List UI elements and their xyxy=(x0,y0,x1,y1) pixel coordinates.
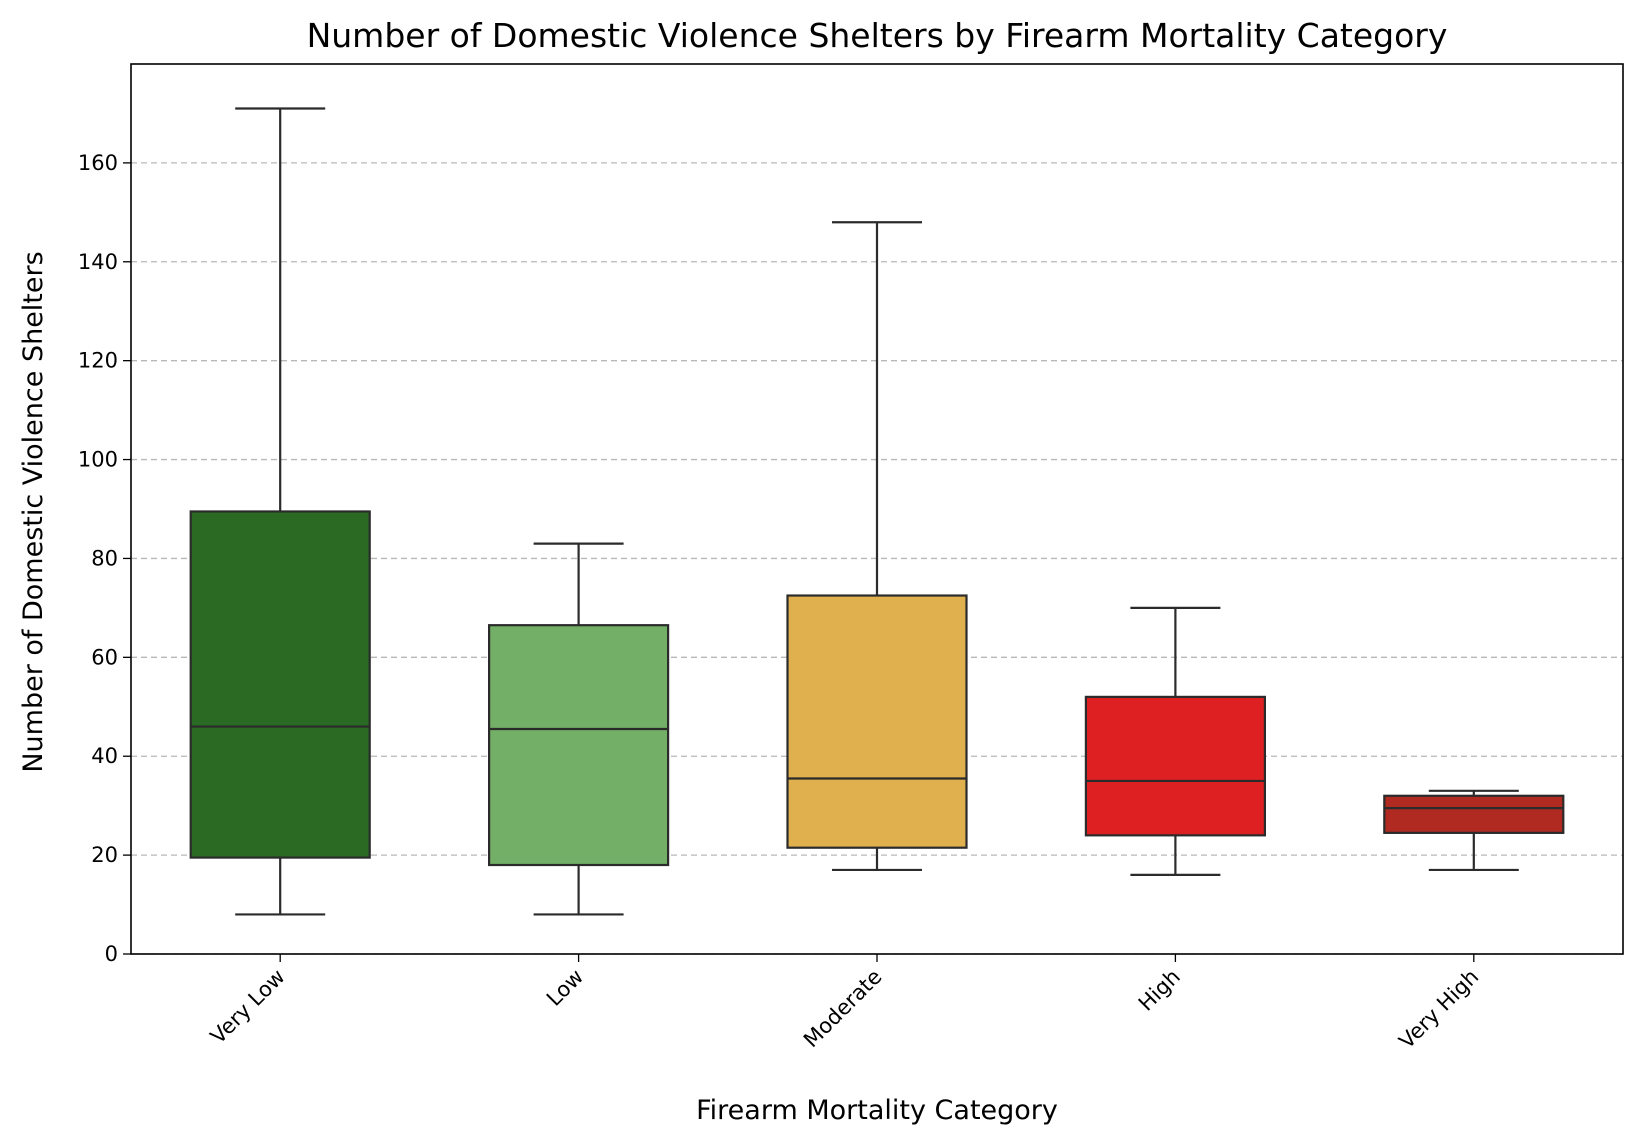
box-very-high xyxy=(1383,789,1565,872)
y-tick-label: 120 xyxy=(78,349,118,373)
iqr-box xyxy=(786,594,968,849)
x-tick-label: Low xyxy=(542,965,588,1011)
x-tick-label: Very Low xyxy=(206,965,290,1049)
y-axis: 0 20 40 60 80 100 120 140 160 xyxy=(78,151,131,966)
iqr-box xyxy=(189,510,371,859)
y-tick-label: 140 xyxy=(78,250,118,274)
y-axis-label: Number of Domestic Violence Shelters xyxy=(18,251,49,772)
iqr-box xyxy=(1084,695,1267,837)
iqr-box xyxy=(488,624,670,867)
y-tick-label: 60 xyxy=(91,645,118,669)
x-tick-label: Moderate xyxy=(799,965,887,1053)
x-tick-label: Very High xyxy=(1394,965,1483,1054)
y-tick-label: 40 xyxy=(91,744,118,768)
y-tick-label: 0 xyxy=(105,942,118,966)
x-tick-label: High xyxy=(1134,965,1185,1016)
y-tick-label: 100 xyxy=(78,448,118,472)
x-axis-label: Firearm Mortality Category xyxy=(696,1095,1058,1126)
y-tick-label: 80 xyxy=(91,546,118,570)
y-tick-label: 20 xyxy=(91,843,118,867)
box-low xyxy=(488,542,670,916)
boxes-group xyxy=(189,107,1565,916)
x-axis: Very Low Low Moderate High Very High xyxy=(206,954,1483,1054)
box-high xyxy=(1084,606,1267,876)
iqr-box xyxy=(1383,794,1565,834)
chart-title: Number of Domestic Violence Shelters by … xyxy=(307,16,1448,55)
box-very-low xyxy=(189,107,371,916)
box-moderate xyxy=(786,221,968,872)
y-tick-label: 160 xyxy=(78,151,118,175)
